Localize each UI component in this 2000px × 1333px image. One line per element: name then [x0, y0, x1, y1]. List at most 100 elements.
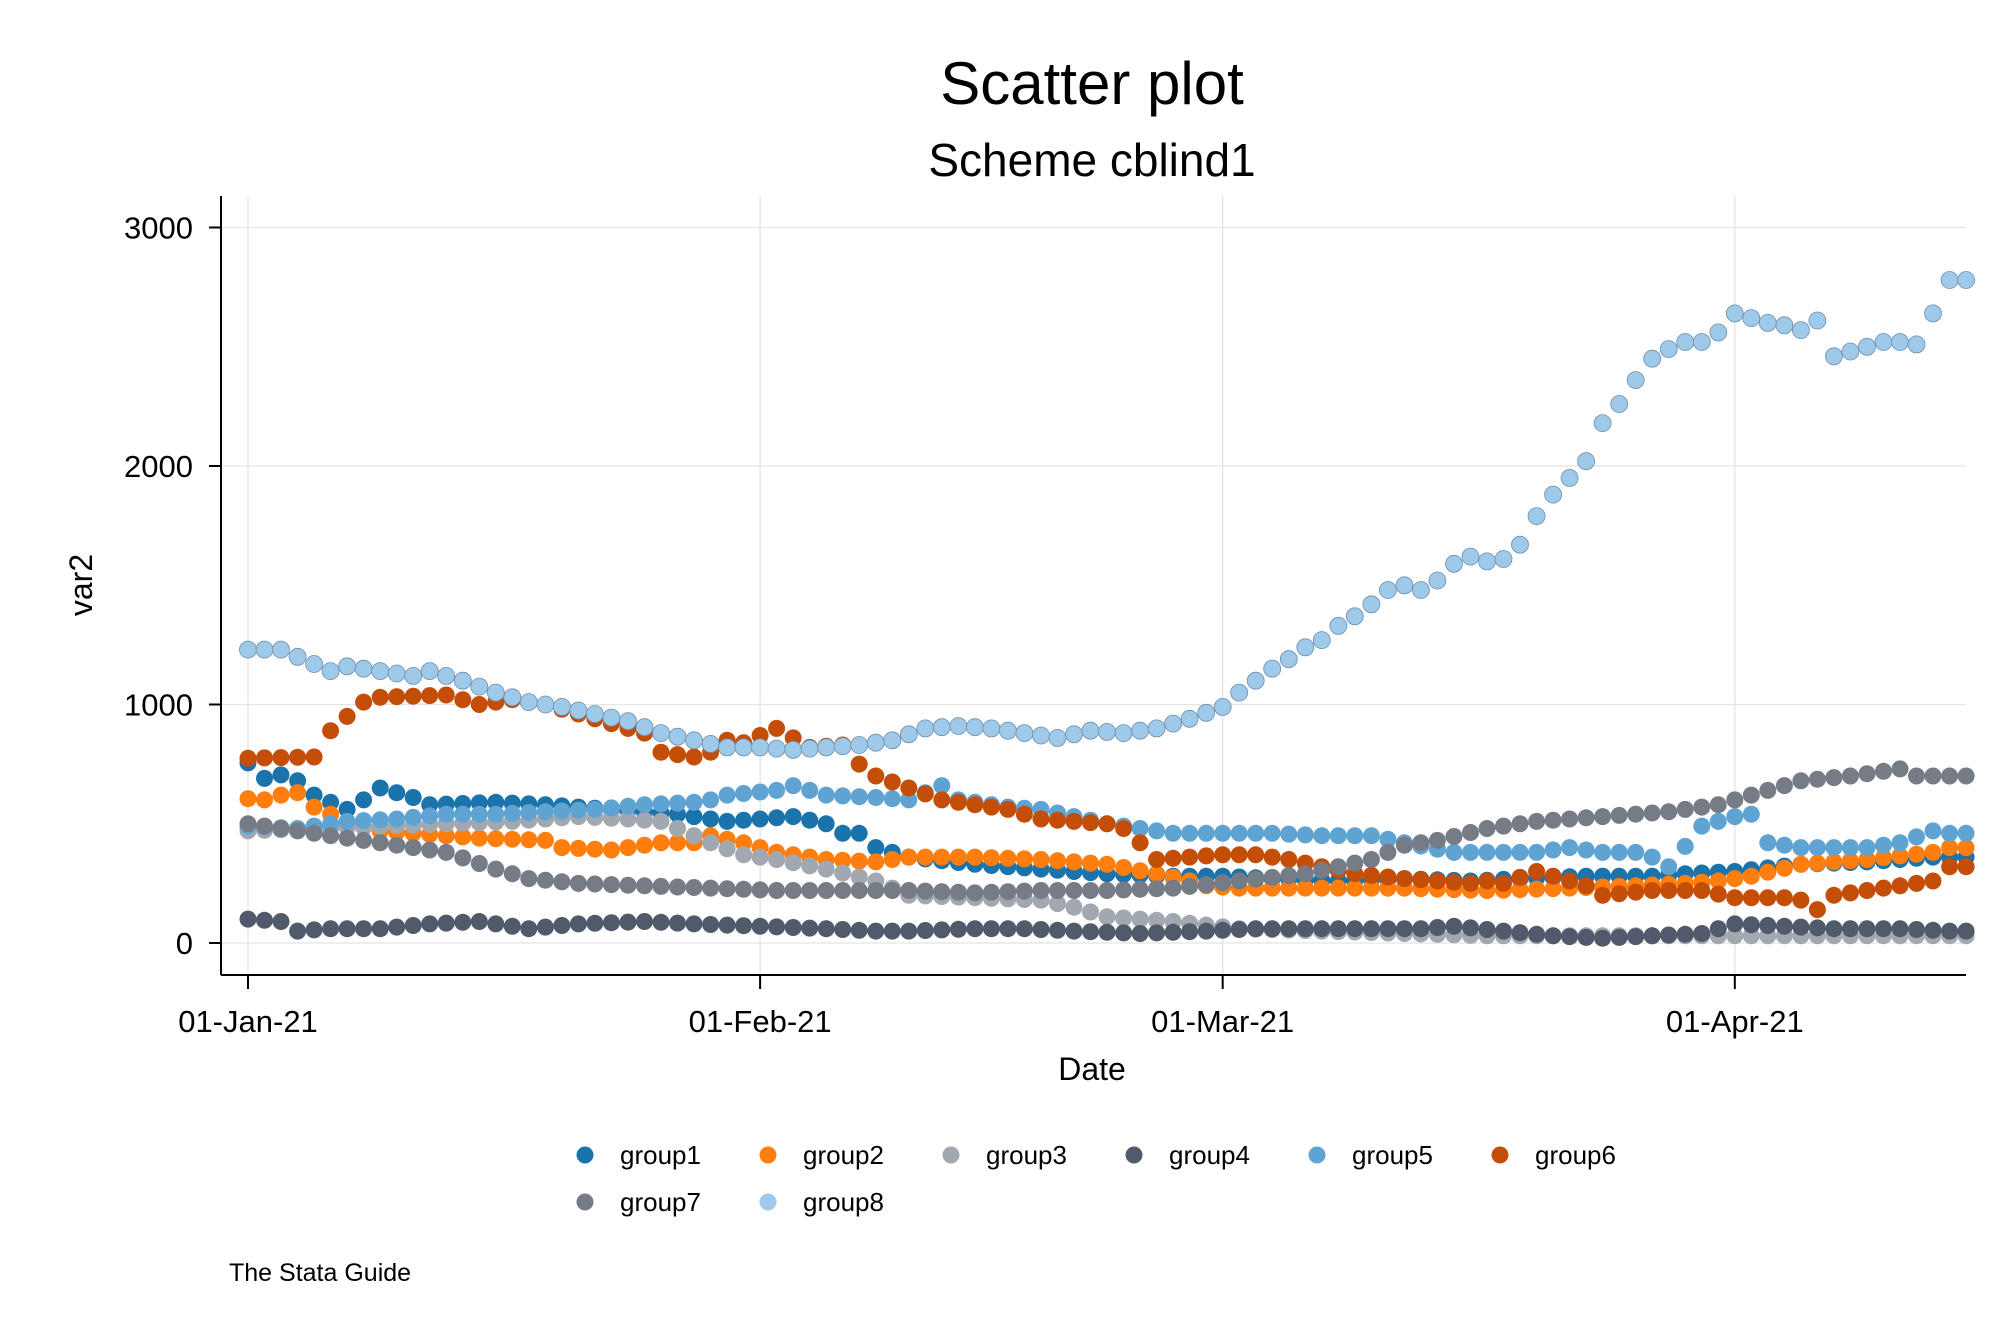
data-point-group7	[1478, 820, 1496, 837]
data-point-group7	[602, 876, 620, 894]
data-point-group1	[256, 769, 273, 787]
x-axis-label: Date	[1058, 1051, 1126, 1087]
data-point-group4	[1742, 916, 1760, 934]
data-point-group8	[1643, 349, 1662, 368]
data-point-group5	[834, 787, 852, 805]
data-point-group4	[520, 920, 538, 938]
data-point-group6	[1445, 873, 1463, 891]
data-point-group2	[1082, 854, 1099, 872]
data-point-group8	[1098, 723, 1116, 741]
data-point-group2	[1049, 852, 1066, 870]
data-point-group8	[553, 698, 571, 716]
legend-label: group1	[620, 1140, 701, 1170]
data-point-group7	[1230, 872, 1248, 890]
data-point-group4	[1924, 921, 1942, 939]
data-point-group1	[735, 811, 753, 829]
data-point-group8	[1478, 552, 1496, 571]
data-point-group6	[322, 722, 340, 740]
data-point-group8	[602, 708, 621, 727]
data-point-group4	[1561, 928, 1579, 946]
data-point-group8	[1494, 550, 1513, 568]
data-point-group5	[454, 805, 472, 823]
data-point-group2	[1957, 839, 1975, 857]
data-point-group4	[239, 910, 257, 928]
legend-label: group5	[1352, 1140, 1433, 1170]
data-point-group4	[916, 922, 934, 939]
data-point-group5	[1362, 827, 1380, 845]
data-point-group4	[735, 917, 753, 935]
data-point-group6	[1528, 863, 1546, 880]
data-point-group1	[272, 766, 290, 784]
data-point-group8	[1428, 571, 1447, 590]
data-point-group7	[569, 874, 587, 892]
data-point-group2	[1875, 849, 1892, 867]
data-point-group2	[1792, 855, 1810, 873]
data-point-group8	[519, 693, 538, 711]
data-point-group8	[1081, 721, 1100, 740]
data-point-group1	[718, 812, 736, 830]
data-point-group5	[1841, 839, 1859, 857]
data-point-group8	[338, 657, 357, 676]
data-point-group8	[470, 677, 489, 696]
data-point-group5	[553, 802, 571, 820]
data-point-group7	[1197, 876, 1215, 894]
data-point-group8	[999, 721, 1017, 740]
data-point-group5	[1908, 828, 1925, 846]
data-points	[239, 271, 1975, 947]
data-point-group1	[388, 784, 406, 802]
data-point-group5	[1495, 843, 1512, 861]
data-point-group8	[1395, 576, 1414, 595]
data-point-group2	[1908, 845, 1925, 863]
data-point-group6	[1825, 886, 1843, 904]
data-point-group5	[1891, 834, 1909, 852]
data-point-group8	[305, 655, 324, 673]
data-point-group8	[1230, 683, 1249, 702]
data-point-group7	[1726, 791, 1744, 809]
data-point-group6	[1643, 882, 1661, 899]
data-point-group7	[305, 824, 323, 842]
data-point-group2	[883, 851, 901, 868]
data-point-group5	[1726, 808, 1744, 826]
data-point-group7	[1131, 880, 1149, 898]
data-point-group8	[652, 724, 670, 742]
data-point-group4	[768, 918, 786, 936]
data-point-group2	[1544, 880, 1562, 898]
data-point-group6	[1577, 877, 1595, 895]
data-point-group8	[668, 727, 687, 746]
data-point-group7	[454, 849, 472, 867]
data-point-group4	[867, 922, 885, 940]
data-point-group2	[437, 827, 455, 845]
data-point-group6	[1759, 889, 1777, 907]
legend-label: group2	[803, 1140, 884, 1170]
data-point-group8	[932, 718, 951, 737]
data-point-group8	[1775, 316, 1794, 335]
data-point-group6	[949, 793, 967, 811]
data-point-group7	[1015, 882, 1033, 900]
data-point-group7	[1115, 881, 1133, 899]
data-point-group7	[487, 860, 505, 878]
data-point-group4	[1263, 920, 1281, 938]
chart-title: Scatter plot	[940, 50, 1244, 117]
data-point-group8	[1692, 333, 1711, 351]
data-point-group7	[586, 875, 604, 893]
data-point-group2	[1742, 867, 1760, 885]
data-point-group6	[1379, 868, 1397, 886]
data-point-group6	[867, 767, 885, 785]
data-point-group2	[867, 853, 885, 871]
legend: group1 group2 group3 group4 group5 group6 grou…	[576, 1140, 1616, 1217]
data-point-group8	[1957, 271, 1975, 289]
legend-marker	[576, 1193, 594, 1211]
data-point-group6	[966, 796, 984, 814]
data-point-group2	[1775, 859, 1793, 877]
data-point-group1	[768, 809, 786, 827]
data-point-group4	[586, 914, 604, 932]
data-point-group8	[833, 737, 852, 756]
data-point-group8	[767, 739, 786, 758]
data-point-group8	[1593, 414, 1612, 433]
data-point-group8	[1577, 452, 1595, 471]
legend-label: group3	[986, 1140, 1067, 1170]
data-point-group4	[685, 915, 703, 933]
data-point-group2	[1296, 879, 1314, 897]
data-point-group8	[1841, 342, 1860, 361]
data-point-group4	[784, 919, 802, 936]
